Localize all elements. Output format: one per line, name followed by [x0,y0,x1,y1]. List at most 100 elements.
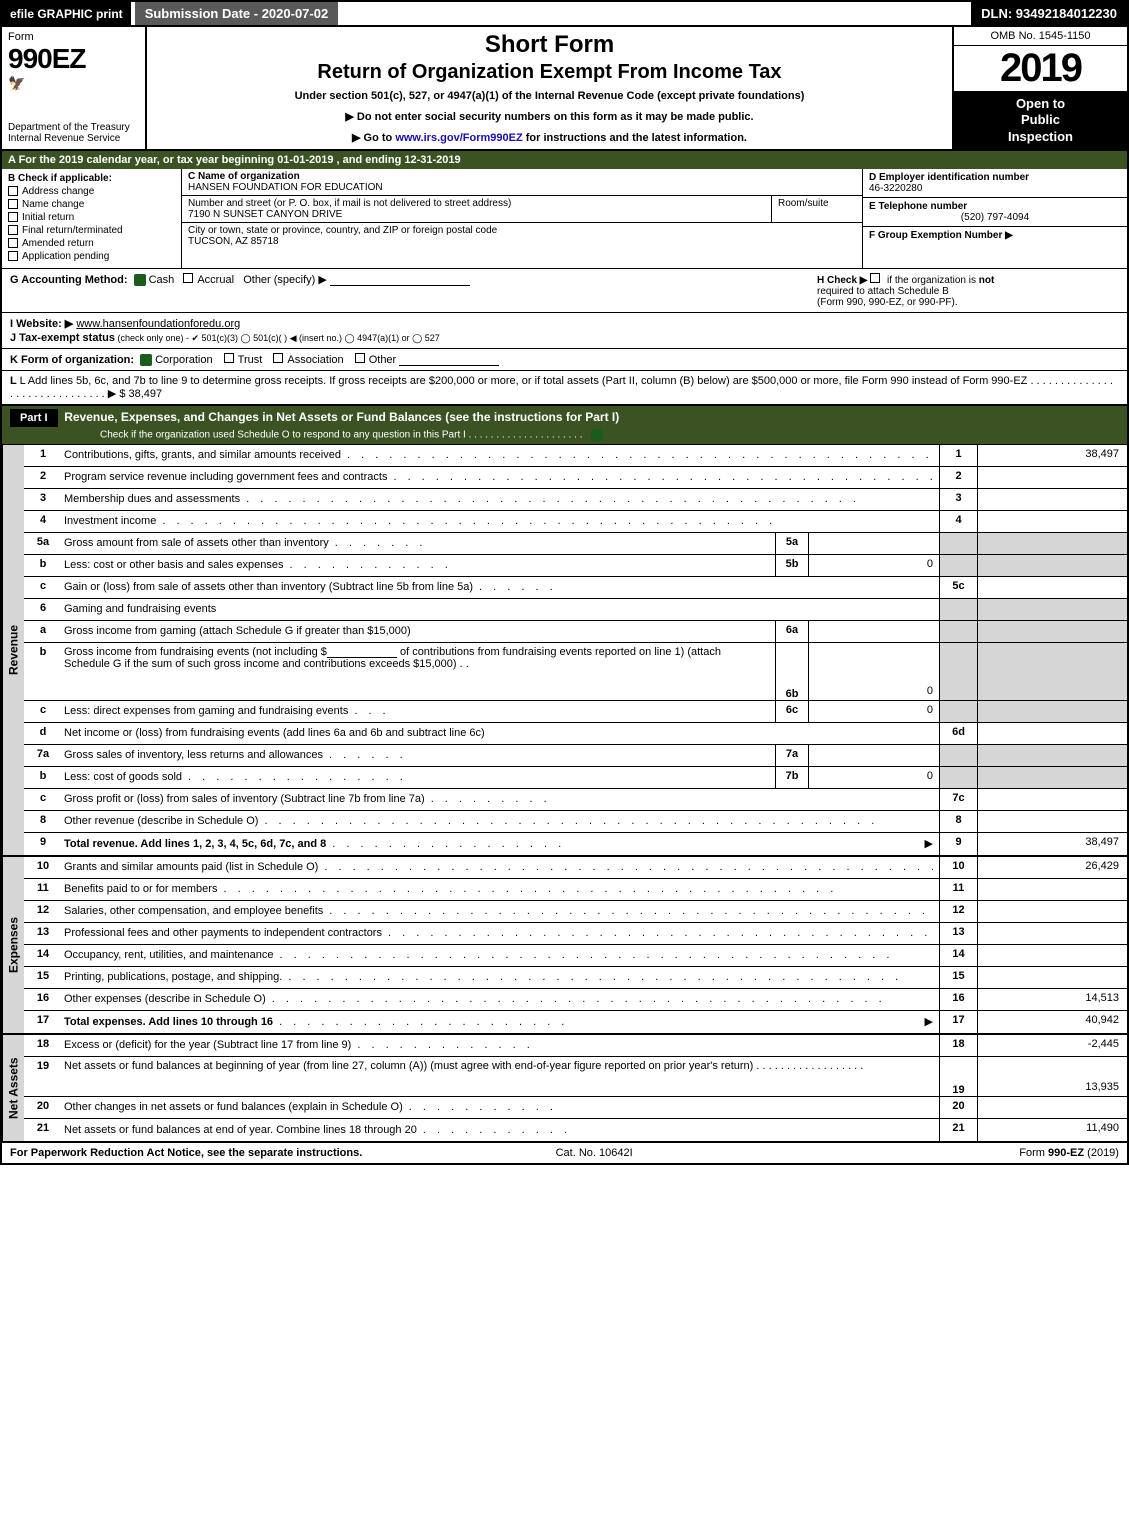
submission-date-button[interactable]: Submission Date - 2020-07-02 [135,2,339,25]
b-item-2: Initial return [22,212,74,223]
ln-box: 3 [939,489,977,510]
e-phone: (520) 797-4094 [869,212,1121,223]
checkbox-icon[interactable] [273,353,283,363]
ln-val-shade [977,643,1127,700]
ln-desc: Gross income from gaming (attach Schedul… [64,625,411,637]
line-16: 16 Other expenses (describe in Schedule … [24,989,1127,1011]
ln-val: 11,490 [977,1119,1127,1141]
b-item-5: Application pending [22,251,109,262]
ln-num: 8 [24,811,62,832]
g-other-blank[interactable] [330,274,470,286]
ln-num: 18 [24,1035,62,1056]
ln-num: 5a [24,533,62,554]
checkbox-icon[interactable] [870,273,880,283]
line-6d: d Net income or (loss) from fundraising … [24,723,1127,745]
mini-box: 7b [775,767,809,788]
g-other: Other (specify) ▶ [243,274,327,286]
checkbox-icon[interactable] [8,238,18,248]
ln-box: 7c [939,789,977,810]
h-mid: if the organization is [884,275,979,286]
checkbox-icon[interactable] [8,225,18,235]
g-label: G Accounting Method: [10,274,128,286]
ln-num: c [24,789,62,810]
line-6b: b Gross income from fundraising events (… [24,643,1127,701]
checkbox-icon[interactable] [224,353,234,363]
ln-desc: Membership dues and assessments [64,493,240,505]
checkbox-icon[interactable] [355,353,365,363]
k-corp: Corporation [155,354,212,366]
block-bcdef: B Check if applicable: Address change Na… [2,169,1127,269]
d-label: D Employer identification number [869,172,1121,183]
goto-line: ▶ Go to www.irs.gov/Form990EZ for instru… [155,131,944,144]
line-7a: 7a Gross sales of inventory, less return… [24,745,1127,767]
checkbox-icon[interactable] [8,212,18,222]
row-i: I Website: ▶ www.hansenfoundationforedu.… [2,312,1127,331]
ln-desc: Salaries, other compensation, and employ… [64,905,323,917]
ln-val-shade [977,767,1127,788]
ln-box: 8 [939,811,977,832]
ln-desc: Contributions, gifts, grants, and simila… [64,449,341,461]
section-a-bar: A For the 2019 calendar year, or tax yea… [2,151,1127,169]
dots: . . . . . . . . . . . . . [357,1039,933,1051]
chk-amended-return: Amended return [8,238,175,249]
ln-num: 20 [24,1097,62,1118]
arrow-icon: ▶ [925,1015,933,1028]
checkbox-icon[interactable] [183,273,193,283]
efile-print-button[interactable]: efile GRAPHIC print [2,2,131,25]
checkbox-icon[interactable] [8,199,18,209]
ln-desc: Gross profit or (loss) from sales of inv… [64,793,425,805]
line-6c: c Less: direct expenses from gaming and … [24,701,1127,723]
line-13: 13 Professional fees and other payments … [24,923,1127,945]
ln-desc: Grants and similar amounts paid (list in… [64,861,318,873]
ln-desc: Net assets or fund balances at beginning… [64,1060,753,1072]
ln-desc: Other expenses (describe in Schedule O) [64,993,266,1005]
checkbox-checked-icon[interactable] [134,274,146,286]
ln-num: b [24,643,62,700]
under-section-text: Under section 501(c), 527, or 4947(a)(1)… [155,90,944,102]
line-5c: c Gain or (loss) from sale of assets oth… [24,577,1127,599]
ln-num: 21 [24,1119,62,1141]
row-k: K Form of organization: Corporation Trus… [2,349,1127,371]
checkbox-checked-icon[interactable] [591,429,603,441]
dots: . . . [354,705,769,717]
line-2: 2 Program service revenue including gove… [24,467,1127,489]
k-other-blank[interactable] [399,354,499,366]
ln-val: 26,429 [977,857,1127,878]
footer-catno: Cat. No. 10642I [556,1147,633,1159]
ln-num: 12 [24,901,62,922]
dln-label: DLN: 93492184012230 [971,2,1127,25]
irs-link[interactable]: www.irs.gov/Form990EZ [395,132,522,144]
j-options: (check only one) - ✔ 501(c)(3) ◯ 501(c)(… [115,333,440,343]
org-street: 7190 N SUNSET CANYON DRIVE [188,209,765,220]
section-def: D Employer identification number 46-3220… [862,169,1127,268]
open-line3: Inspection [956,129,1125,145]
dots: . . . . . . . . . . . . . . . . . . . . … [223,883,933,895]
ln-num: b [24,555,62,576]
h-line2: required to attach Schedule B [817,286,949,297]
l-text: L Add lines 5b, 6c, and 7b to line 9 to … [20,375,1028,387]
ln-num: c [24,577,62,598]
dots: . . . . . . . . . . . . . . . . . . . . … [246,493,933,505]
checkbox-icon[interactable] [8,251,18,261]
blank-amount[interactable] [327,646,397,658]
checkbox-icon[interactable] [8,186,18,196]
ln-desc: Occupancy, rent, utilities, and maintena… [64,949,274,961]
checkbox-checked-icon[interactable] [140,354,152,366]
ln-val [977,723,1127,744]
part-i-header: Part I Revenue, Expenses, and Changes in… [2,404,1127,445]
dots: . . . . . . . . . . . . . . . . . . . . … [280,949,933,961]
org-city: TUCSON, AZ 85718 [188,236,856,247]
ln-box: 17 [939,1011,977,1033]
ln-box-shade [939,767,977,788]
ln-num: c [24,701,62,722]
k-assoc: Association [287,354,343,366]
dots: . . . . . . . [335,537,769,549]
ln-desc: Less: cost or other basis and sales expe… [64,559,284,571]
goto-pre: ▶ Go to [352,132,395,144]
form-990ez-page: efile GRAPHIC print Submission Date - 20… [0,0,1129,1165]
h-pre: H Check ▶ [817,275,870,286]
dots: . . . . . . . . . . . . . . . . . . . . … [388,927,933,939]
title-return-exempt: Return of Organization Exempt From Incom… [155,61,944,84]
dots: . . . . . . . . . . . . . . . . . . . . … [272,993,933,1005]
website-link[interactable]: www.hansenfoundationforedu.org [76,318,240,330]
